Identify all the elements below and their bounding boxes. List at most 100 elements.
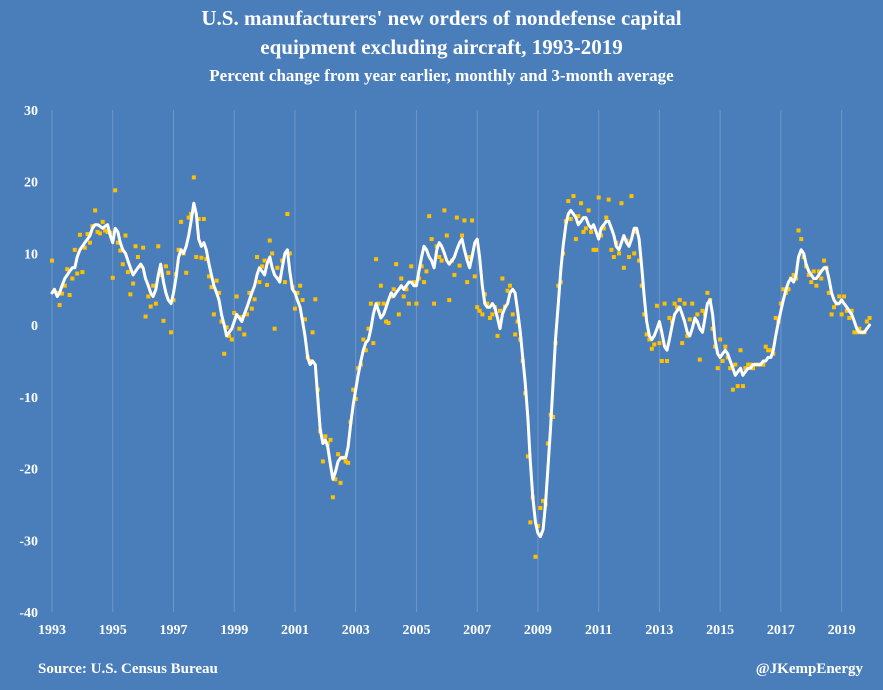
- monthly-marker-303: [816, 269, 821, 274]
- monthly-marker-213: [589, 229, 594, 234]
- monthly-marker-229: [629, 194, 634, 199]
- monthly-marker-22: [105, 229, 110, 234]
- monthly-marker-255: [695, 312, 700, 317]
- monthly-marker-277: [750, 366, 755, 371]
- monthly-marker-318: [854, 330, 859, 335]
- monthly-marker-40: [151, 283, 156, 288]
- monthly-marker-315: [847, 315, 852, 320]
- monthly-marker-88: [272, 326, 277, 331]
- monthly-marker-37: [143, 314, 148, 319]
- chart-title-line2: equipment excluding aircraft, 1993-2019: [260, 35, 623, 59]
- monthly-marker-67: [219, 319, 224, 324]
- x-tick-label-2005: 2005: [402, 623, 430, 638]
- monthly-marker-100: [302, 317, 307, 322]
- y-tick-label--40: -40: [19, 606, 38, 621]
- x-tick-label-2017: 2017: [767, 623, 795, 638]
- monthly-marker-85: [265, 282, 270, 287]
- monthly-marker-165: [467, 255, 472, 260]
- monthly-marker-10: [75, 271, 80, 276]
- monthly-marker-139: [401, 294, 406, 299]
- monthly-marker-17: [93, 208, 98, 213]
- monthly-marker-170: [480, 312, 485, 317]
- monthly-marker-138: [399, 276, 404, 281]
- monthly-marker-151: [432, 301, 437, 306]
- monthly-marker-159: [452, 272, 457, 277]
- x-tick-label-2015: 2015: [706, 623, 734, 638]
- monthly-marker-133: [386, 320, 391, 325]
- monthly-marker-189: [528, 520, 533, 525]
- monthly-marker-271: [735, 384, 740, 389]
- monthly-marker-168: [475, 305, 480, 310]
- monthly-marker-32: [131, 281, 136, 286]
- monthly-marker-54: [186, 215, 191, 220]
- monthly-marker-26: [115, 240, 120, 245]
- monthly-marker-169: [477, 308, 482, 313]
- monthly-marker-44: [161, 318, 166, 323]
- monthly-marker-146: [419, 264, 424, 269]
- monthly-marker-319: [857, 326, 862, 331]
- monthly-marker-194: [541, 498, 546, 503]
- monthly-marker-226: [621, 265, 626, 270]
- y-tick-label-0: 0: [31, 319, 38, 334]
- monthly-marker-312: [839, 312, 844, 317]
- monthly-marker-50: [176, 247, 181, 252]
- monthly-marker-259: [705, 290, 710, 295]
- monthly-marker-128: [374, 257, 379, 262]
- monthly-marker-193: [538, 506, 543, 511]
- monthly-marker-69: [224, 325, 229, 330]
- source-note: Source: U.S. Census Bureau: [38, 661, 218, 677]
- monthly-marker-243: [665, 359, 669, 363]
- monthly-marker-215: [594, 247, 599, 252]
- monthly-marker-270: [733, 362, 738, 367]
- monthly-marker-161: [457, 263, 462, 268]
- monthly-marker-256: [697, 357, 702, 362]
- monthly-marker-210: [581, 229, 586, 234]
- monthly-marker-114: [338, 480, 343, 485]
- monthly-marker-266: [723, 344, 728, 349]
- monthly-marker-94: [287, 251, 292, 256]
- monthly-marker-41: [153, 301, 158, 306]
- monthly-marker-112: [333, 477, 338, 482]
- monthly-marker-93: [285, 211, 290, 216]
- monthly-marker-104: [313, 297, 318, 302]
- monthly-marker-173: [487, 315, 492, 320]
- monthly-marker-39: [148, 304, 153, 309]
- monthly-marker-304: [819, 276, 824, 281]
- x-tick-label-2003: 2003: [342, 623, 370, 638]
- monthly-marker-307: [826, 290, 831, 295]
- monthly-marker-176: [495, 333, 500, 338]
- monthly-marker-9: [72, 247, 77, 252]
- monthly-marker-244: [667, 315, 672, 320]
- monthly-marker-308: [829, 312, 834, 317]
- monthly-marker-4: [60, 291, 65, 296]
- monthly-marker-8: [70, 276, 75, 281]
- monthly-marker-157: [447, 298, 452, 303]
- monthly-marker-7: [67, 293, 72, 298]
- monthly-marker-247: [675, 305, 680, 310]
- monthly-marker-13: [82, 245, 87, 250]
- monthly-marker-293: [791, 272, 796, 277]
- x-tick-label-1999: 1999: [220, 623, 248, 638]
- monthly-marker-241: [659, 359, 664, 363]
- monthly-marker-6: [65, 267, 70, 272]
- monthly-marker-116: [343, 459, 348, 464]
- monthly-marker-3: [57, 303, 62, 308]
- monthly-marker-299: [806, 272, 811, 277]
- x-tick-label-2009: 2009: [524, 623, 552, 638]
- monthly-marker-125: [366, 326, 371, 331]
- monthly-marker-289: [781, 287, 786, 292]
- monthly-marker-131: [381, 301, 386, 306]
- monthly-marker-265: [720, 359, 725, 363]
- monthly-marker-144: [414, 301, 419, 306]
- monthly-marker-57: [194, 255, 199, 260]
- monthly-marker-222: [611, 255, 616, 260]
- monthly-marker-309: [832, 305, 837, 310]
- monthly-marker-64: [211, 312, 216, 317]
- monthly-marker-301: [811, 269, 816, 274]
- monthly-marker-126: [368, 301, 373, 306]
- average-line: [50, 201, 872, 539]
- monthly-marker-71: [229, 337, 234, 342]
- monthly-marker-196: [545, 441, 550, 446]
- monthly-marker-29: [123, 233, 128, 238]
